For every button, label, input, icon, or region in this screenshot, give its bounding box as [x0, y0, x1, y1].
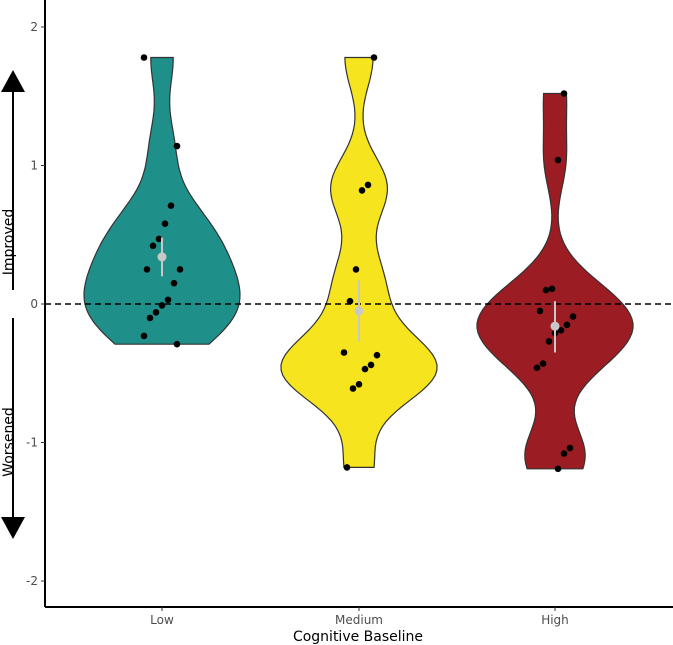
violins-layer [83, 56, 634, 470]
data-point [563, 321, 571, 329]
y-tick-label: 0 [30, 297, 38, 311]
worsened-arrow-head [1, 517, 25, 539]
violin-high [476, 92, 634, 470]
data-point [569, 313, 577, 320]
y-tick-label: 1 [30, 159, 38, 173]
data-point [173, 142, 181, 150]
data-point [355, 381, 363, 388]
data-point [140, 54, 148, 61]
data-point [367, 361, 375, 369]
data-point [161, 220, 169, 227]
data-point [548, 285, 556, 293]
data-point [340, 349, 348, 356]
data-point [361, 365, 369, 373]
worsened-label: Worsened [1, 407, 17, 477]
mean-point [157, 252, 167, 262]
data-point [358, 187, 366, 194]
x-tick-label: Medium [335, 613, 383, 627]
improved-arrow-head [1, 70, 25, 92]
data-point [146, 314, 154, 322]
data-point [566, 444, 574, 452]
data-point [143, 266, 151, 273]
data-point [155, 235, 163, 243]
data-point [176, 266, 184, 273]
data-point [352, 266, 360, 273]
data-point [560, 90, 568, 97]
data-point [349, 385, 357, 392]
mean-point [354, 306, 364, 316]
improved-label: Improved [1, 209, 17, 275]
violin-medium [280, 56, 438, 468]
data-point [560, 450, 568, 457]
means-layer [157, 237, 560, 353]
x-tick-label: Low [150, 613, 174, 627]
data-point [343, 464, 351, 471]
data-point [149, 242, 157, 250]
direction-arrows [1, 70, 25, 539]
y-tick-label: 2 [30, 20, 38, 34]
data-point [167, 202, 175, 209]
data-point [373, 351, 381, 359]
data-point [173, 340, 181, 348]
data-point [539, 360, 547, 367]
data-point [554, 156, 562, 164]
data-point [533, 364, 541, 372]
data-point [158, 302, 166, 309]
y-tick-label: -2 [26, 574, 38, 588]
data-point [557, 327, 565, 334]
x-tick-label: High [541, 613, 569, 627]
data-point [152, 309, 160, 316]
points-layer [140, 54, 577, 473]
data-point [164, 296, 172, 304]
data-point [542, 286, 550, 294]
data-point [536, 307, 544, 315]
violin-low [83, 56, 241, 345]
x-axis-title: Cognitive Baseline [293, 629, 423, 645]
data-point [170, 279, 178, 287]
data-point [364, 181, 372, 189]
axes: -2 -1 0 1 2 Low Medium High [26, 0, 673, 627]
data-point [346, 297, 354, 305]
data-point [545, 338, 553, 345]
data-point [554, 465, 562, 473]
data-point [140, 332, 148, 340]
y-tick-label: -1 [26, 436, 38, 450]
data-point [370, 54, 378, 61]
mean-point [550, 321, 560, 331]
